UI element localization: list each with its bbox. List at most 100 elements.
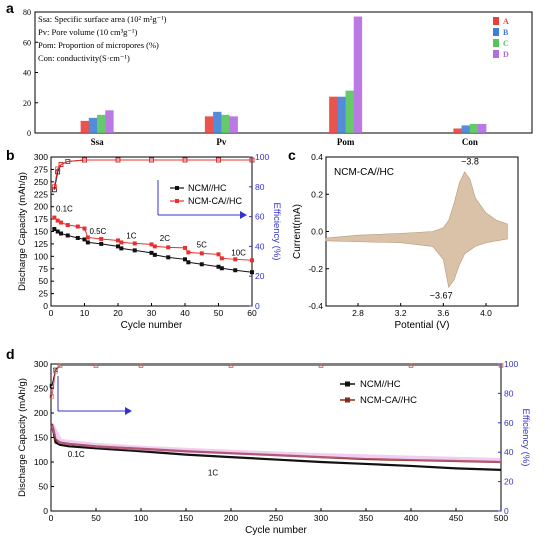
panel-b-point-0	[166, 255, 171, 260]
panel-b-ylabel: Discharge Capacity (mAh/g)	[17, 172, 28, 291]
panel-b-rate-label: 0.5C	[89, 227, 106, 236]
panel-b-ytick-label: 275	[34, 164, 48, 174]
panel-d-y2tick-label: 20	[504, 477, 514, 487]
panel-b-xtick-label: 50	[214, 308, 224, 318]
panel-b-point-1	[59, 220, 64, 225]
panel-d-xtick-label: 350	[359, 513, 373, 523]
panel-d-xtick-label: 150	[179, 513, 193, 523]
panel-label-b: b	[6, 147, 15, 163]
panel-b-ytick-label: 250	[34, 177, 48, 187]
panel-d-frame	[50, 363, 502, 512]
panel-c-peak-label: ~3.67	[430, 291, 453, 301]
panel-a-category-label: Pom	[337, 137, 355, 147]
panel-d-y2tick-label: 0	[504, 506, 509, 516]
panel-d-ytick-label: 200	[34, 408, 48, 418]
panel-b-point-1	[119, 240, 124, 245]
panel-a-bar-B	[213, 111, 222, 133]
panel-b-point-0	[152, 252, 157, 257]
panel-a-bar-A	[204, 116, 214, 133]
panel-a-ytick-label: 60	[23, 38, 31, 47]
panel-b-xtick-label: 10	[80, 308, 90, 318]
panel-b-point-1	[199, 251, 204, 256]
panel-b-y2tick-label: 20	[255, 271, 265, 281]
panel-b-y2tick-label: 80	[255, 182, 265, 192]
panel-b-xlabel: Cycle number	[121, 320, 183, 331]
panel-b-point-0	[59, 231, 64, 236]
panel-b-point-3	[115, 157, 121, 163]
panel-d-xtick-label: 0	[49, 513, 54, 523]
panel-b-point-1	[82, 226, 87, 231]
panel-a-bar-A	[329, 96, 338, 133]
panel-d-arrow-head	[125, 407, 132, 415]
panel-d-ytick-label: 0	[43, 506, 48, 516]
panel-a-ytick-label: 0	[27, 129, 31, 138]
panel-d-point-4	[57, 363, 63, 368]
panel-d-xtick-label: 250	[269, 513, 283, 523]
panel-c-cv-area	[325, 171, 508, 289]
panel-b-xtick-label: 30	[147, 308, 157, 318]
panel-a-note: Pv: Pore volume (10 cm³g⁻¹)	[38, 27, 137, 37]
panel-b-rate-label: 1C	[126, 231, 136, 240]
panel-a-bar-C	[469, 123, 479, 133]
panel-a-ytick-label: 20	[23, 99, 31, 108]
panel-a-legend-label-C: C	[503, 39, 509, 48]
panel-c-xtick-label: 4.0	[480, 308, 492, 318]
panel-b-rate-label: 0.1C	[56, 205, 73, 214]
panel-b-ytick-label: 25	[39, 289, 49, 299]
panel-d-xtick-label: 450	[449, 513, 463, 523]
panel-d-xtick-label: 100	[134, 513, 148, 523]
panel-d-point-4	[49, 394, 55, 399]
panel-b-point-0	[250, 270, 254, 275]
panel-d-point-4	[228, 363, 234, 368]
panel-d-y2label: Efficiency (%)	[520, 409, 531, 467]
panel-b-ytick-label: 75	[39, 264, 49, 274]
panel-d-ytick-label: 250	[34, 384, 48, 394]
panel-b-ytick-label: 300	[34, 152, 48, 162]
panel-d-ytick-label: 50	[39, 482, 49, 492]
panel-a-bar-A	[80, 120, 90, 133]
panel-b-point-1	[152, 244, 157, 249]
panel-a-legend-label-B: B	[503, 28, 509, 37]
panel-a-bar-C	[221, 114, 230, 133]
panel-b-point-1	[216, 252, 221, 257]
panel-a-legend-label-A: A	[503, 17, 509, 26]
panel-d-line-1	[50, 423, 502, 464]
panel-b-point-3	[55, 166, 61, 172]
panel-b-point-0	[219, 266, 224, 271]
panel-label-d: d	[6, 346, 15, 362]
panel-a-category-label: Con	[462, 137, 478, 147]
panel-b-ytick-label: 0	[43, 301, 48, 311]
panel-d-legend-marker-1	[345, 397, 350, 403]
panel-b-rate-label: 10C	[231, 248, 246, 257]
panel-d-y2tick-label: 40	[504, 447, 514, 457]
panel-b-point-0	[99, 241, 104, 246]
panel-d-point-4	[93, 363, 99, 368]
panel-d-ytick-label: 100	[34, 457, 48, 467]
panel-c-xtick-label: 2.8	[352, 308, 364, 318]
panel-a-category-label: Pv	[216, 137, 226, 147]
panel-b-point-3	[58, 162, 64, 167]
panel-b-point-0	[55, 229, 60, 234]
panel-d-xtick-label: 500	[494, 513, 508, 523]
panel-d-point-4	[318, 363, 324, 368]
panel-b-point-0	[75, 235, 80, 240]
panel-b-xtick-label: 60	[247, 308, 257, 318]
panel-d-xtick-label: 400	[404, 513, 418, 523]
panel-b-rate-label: 2C	[160, 234, 170, 243]
panel-b-point-1	[85, 235, 90, 240]
panel-b-y2tick-label: 60	[255, 212, 265, 222]
panel-b-point-0	[186, 260, 191, 265]
panel-b-point-1	[183, 245, 187, 250]
panel-b-point-1	[166, 245, 171, 250]
panel-d-point-4	[53, 369, 58, 374]
panel-b-y2label: Efficiency (%)	[271, 203, 282, 261]
panel-b-point-3	[65, 159, 71, 164]
panel-a-bar-B	[337, 96, 346, 133]
panel-d-ylabel: Discharge Capacity (mAh/g)	[17, 378, 28, 497]
panel-b-xtick-label: 20	[113, 308, 123, 318]
panel-a-bar-C	[97, 114, 106, 133]
panel-c-peak-label: ~3.8	[461, 156, 479, 166]
panel-c-title: NCM-CA//HC	[334, 167, 394, 178]
panel-a-bar-C	[345, 90, 354, 133]
panel-b-point-0	[233, 268, 238, 273]
